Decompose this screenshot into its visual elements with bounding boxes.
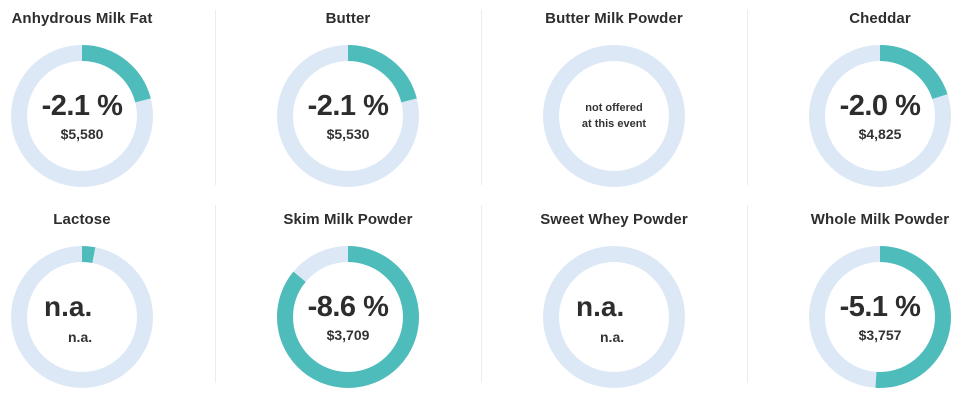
not-offered-line-2: at this event: [581, 118, 647, 130]
product-title: Skim Milk Powder: [283, 211, 413, 228]
change-percent: -8.6 %: [307, 291, 389, 323]
not-offered-line-1: not offered: [585, 102, 643, 114]
price-value: $3,709: [326, 327, 370, 343]
product-card-anhydrous-milk-fat[interactable]: Anhydrous Milk Fat -2.1 % $5,580: [0, 0, 202, 195]
gauge-track: [543, 45, 685, 187]
column-divider: [747, 10, 748, 185]
change-percent-na: n.a.: [576, 291, 625, 322]
column-divider: [747, 205, 748, 383]
donut-gauge: [543, 246, 685, 388]
column-divider: [481, 205, 482, 383]
change-percent: -2.1 %: [41, 90, 123, 122]
gauge-center: -2.1 % $5,580: [10, 44, 154, 188]
price-value: $5,580: [60, 126, 104, 142]
product-card-whole-milk-powder[interactable]: Whole Milk Powder -5.1 % $3,757: [760, 201, 958, 396]
gauge-center: not offered at this event: [542, 44, 686, 188]
gauge: n.a. n.a.: [10, 245, 154, 389]
gauge: -2.1 % $5,530: [276, 44, 420, 188]
price-value: $4,825: [858, 126, 902, 142]
product-card-sweet-whey-powder[interactable]: Sweet Whey Powder n.a. n.a.: [494, 201, 734, 396]
product-title: Anhydrous Milk Fat: [11, 10, 153, 27]
product-title: Cheddar: [849, 10, 911, 27]
product-title: Lactose: [53, 211, 111, 228]
gauge: n.a. n.a.: [542, 245, 686, 389]
donut-gauge: [11, 246, 153, 388]
column-divider: [481, 10, 482, 185]
product-title: Butter: [325, 10, 371, 27]
donut-gauge: [809, 45, 951, 187]
column-divider: [215, 205, 216, 383]
gauge: -2.0 % $4,825: [808, 44, 952, 188]
change-percent: -2.0 %: [839, 90, 921, 122]
gauge: -2.1 % $5,580: [10, 44, 154, 188]
gauge-track: [543, 246, 685, 388]
gauge-fill: [809, 246, 951, 388]
gauge: -5.1 % $3,757: [808, 245, 952, 389]
product-card-lactose[interactable]: Lactose n.a. n.a.: [0, 201, 202, 396]
change-percent: -5.1 %: [839, 291, 921, 323]
donut-gauge: [11, 45, 153, 187]
gauge: -8.6 % $3,709: [276, 245, 420, 389]
column-divider: [215, 10, 216, 185]
product-title: Butter Milk Powder: [545, 10, 683, 27]
donut-gauge: [543, 45, 685, 187]
donut-gauge: [277, 246, 419, 388]
gauge-center: -2.0 % $4,825: [808, 44, 952, 188]
price-na: n.a.: [600, 329, 625, 345]
gauge-fill: [11, 45, 153, 187]
gauge-center: -8.6 % $3,709: [276, 245, 420, 389]
gauge-center: -5.1 % $3,757: [808, 245, 952, 389]
price-value: $5,530: [326, 126, 370, 142]
product-title: Sweet Whey Powder: [540, 211, 688, 228]
not-offered-note: not offered at this event: [564, 100, 664, 132]
gauge: not offered at this event: [542, 44, 686, 188]
product-card-butter-milk-powder[interactable]: Butter Milk Powder not offered at this e…: [494, 0, 734, 195]
product-card-butter[interactable]: Butter -2.1 % $5,530: [228, 0, 468, 195]
price-value: $3,757: [858, 327, 902, 343]
price-na: n.a.: [68, 329, 93, 345]
change-percent: -2.1 %: [307, 90, 389, 122]
gauge-center: -2.1 % $5,530: [276, 44, 420, 188]
gauge-fill: [277, 45, 419, 187]
gauge-fill: [11, 246, 153, 388]
donut-gauge: [809, 246, 951, 388]
donut-gauge: [277, 45, 419, 187]
product-card-cheddar[interactable]: Cheddar -2.0 % $4,825: [760, 0, 958, 195]
gauge-fill: [809, 45, 951, 187]
gauge-fill: [277, 246, 419, 388]
change-percent-na: n.a.: [44, 291, 93, 322]
product-card-skim-milk-powder[interactable]: Skim Milk Powder -8.6 % $3,709: [228, 201, 468, 396]
product-title: Whole Milk Powder: [810, 211, 950, 228]
